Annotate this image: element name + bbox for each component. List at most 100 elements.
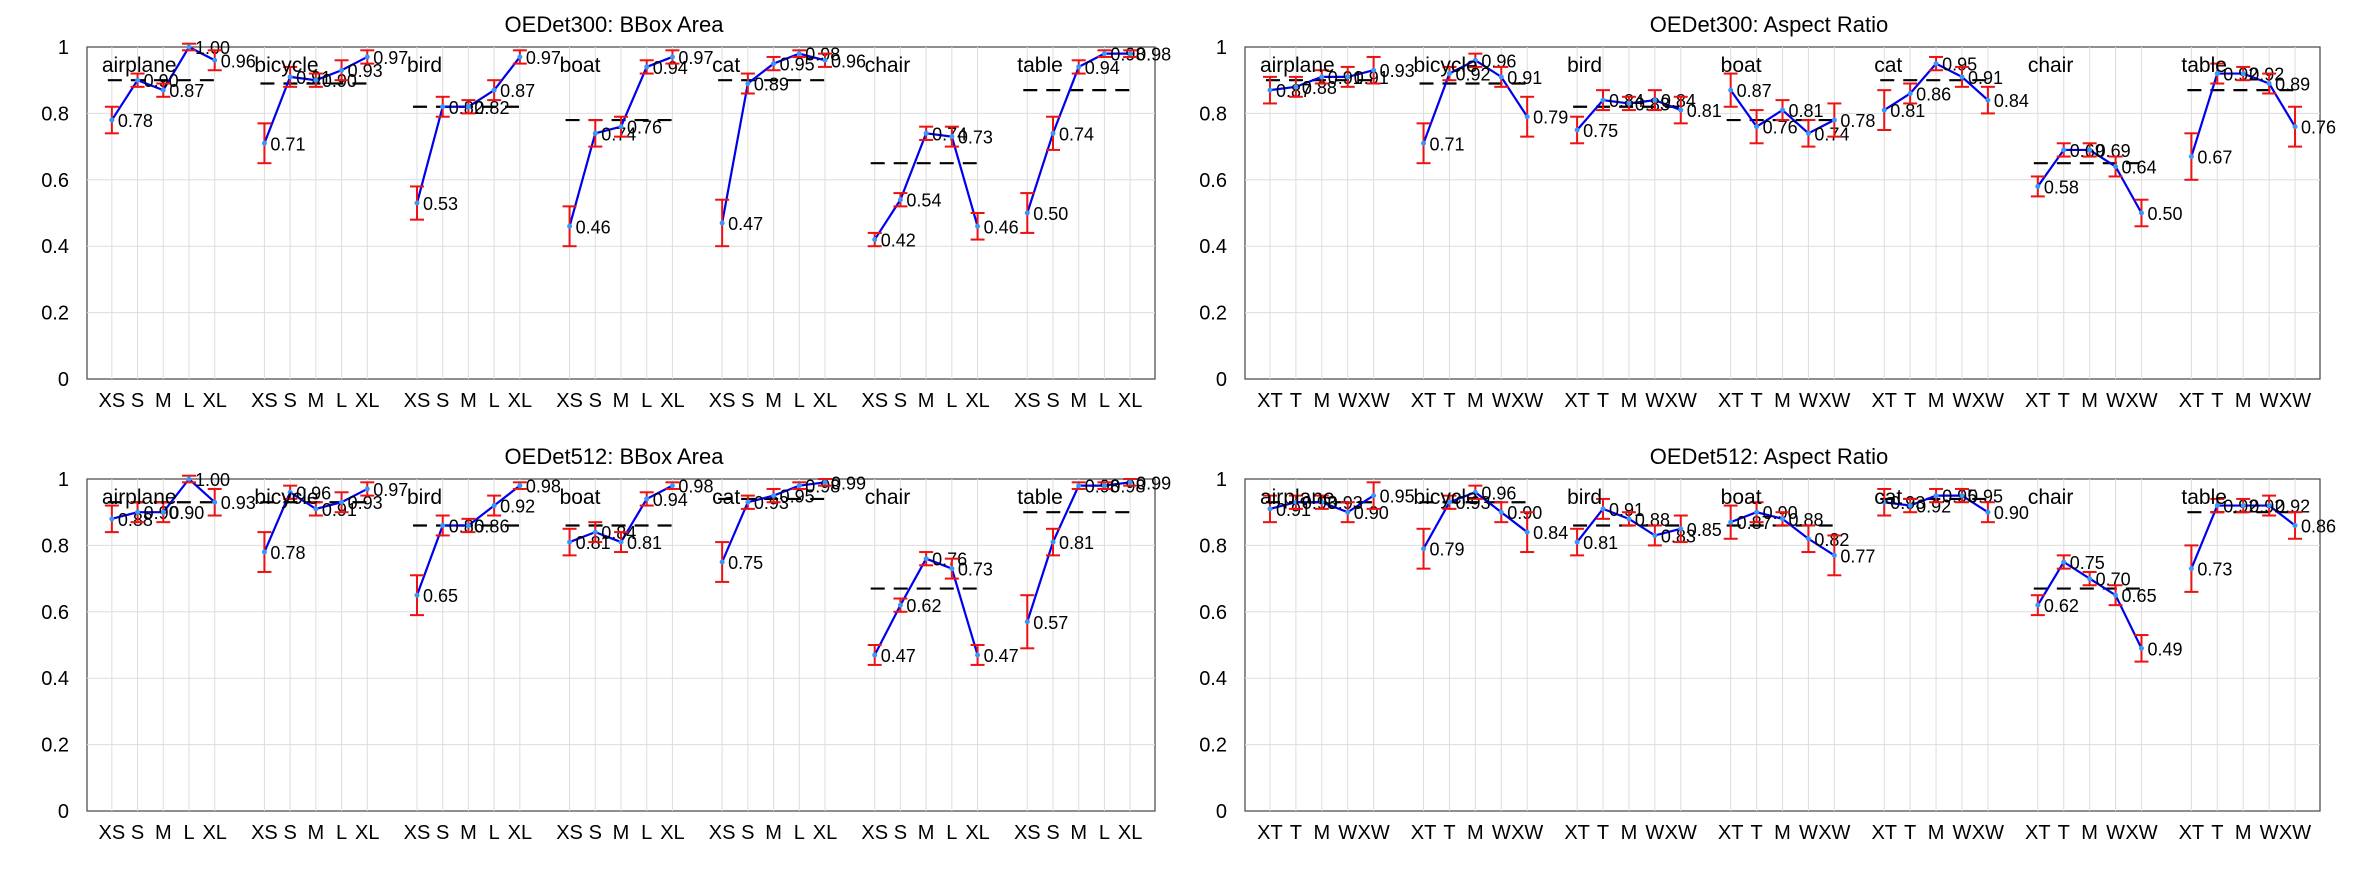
data-point	[1600, 506, 1606, 512]
group-label: table	[1017, 486, 1063, 509]
x-tick-label: XW	[1818, 390, 1850, 412]
data-point	[1421, 140, 1427, 146]
x-tick-label: XS	[1014, 822, 1041, 844]
y-tick-label: 1	[1216, 469, 1227, 491]
x-tick-label: XL	[965, 822, 989, 844]
x-tick-label: M	[1621, 822, 1638, 844]
x-tick-label: T	[1904, 822, 1916, 844]
data-point	[1076, 483, 1082, 489]
data-label: 0.79	[1430, 540, 1465, 560]
data-label: 0.88	[1789, 510, 1824, 530]
data-point	[1421, 546, 1427, 552]
group-label: boat	[1721, 486, 1762, 509]
data-point	[1345, 74, 1351, 80]
data-label: 0.78	[270, 543, 305, 563]
data-point	[719, 220, 725, 226]
data-point	[1293, 499, 1299, 505]
group-label: chair	[865, 54, 911, 77]
data-point	[1024, 619, 1030, 625]
x-tick-label: M	[1313, 390, 1330, 412]
x-tick-label: L	[1099, 822, 1110, 844]
x-tick-label: S	[589, 390, 602, 412]
data-label: 0.92	[2275, 497, 2310, 517]
data-point	[796, 483, 802, 489]
x-tick-label: XT	[1411, 822, 1437, 844]
data-point	[923, 130, 929, 136]
data-point	[592, 130, 598, 136]
x-tick-label: M	[155, 822, 172, 844]
x-tick-label: S	[894, 390, 907, 412]
x-tick-label: XT	[1411, 390, 1437, 412]
group-label: bicycle	[1414, 54, 1478, 77]
group-label: boat	[1721, 54, 1762, 77]
x-tick-label: XW	[1818, 822, 1850, 844]
data-label: 0.79	[1533, 108, 1568, 128]
data-point	[975, 652, 981, 658]
y-tick-label: 0	[58, 801, 69, 823]
data-label: 0.90	[169, 503, 204, 523]
data-label: 0.81	[1059, 533, 1094, 553]
data-point	[160, 87, 166, 93]
x-tick-label: M	[1774, 390, 1791, 412]
data-label: 0.99	[831, 473, 866, 493]
data-label: 0.95	[1942, 55, 1977, 75]
data-label: 0.96	[296, 483, 331, 503]
x-tick-label: M	[765, 822, 782, 844]
data-point	[287, 489, 293, 495]
data-label: 0.58	[2044, 177, 2079, 197]
data-point	[618, 539, 624, 545]
data-point	[491, 87, 497, 93]
y-tick-label: 0.2	[1199, 735, 1227, 757]
data-label: 0.84	[1994, 91, 2029, 111]
data-point	[212, 57, 218, 63]
x-tick-label: W	[2106, 822, 2125, 844]
data-label: 0.74	[1059, 124, 1094, 144]
data-point	[745, 499, 751, 505]
data-label: 0.67	[2197, 148, 2232, 168]
x-tick-label: XS	[1014, 390, 1041, 412]
data-point	[1881, 107, 1887, 113]
x-tick-label: XL	[813, 390, 837, 412]
x-tick-label: L	[794, 390, 805, 412]
data-label: 0.90	[1994, 503, 2029, 523]
x-tick-label: XL	[355, 822, 379, 844]
data-point	[2188, 566, 2194, 572]
x-tick-label: L	[641, 822, 652, 844]
y-tick-label: 0.6	[41, 170, 69, 192]
data-label: 0.97	[373, 480, 408, 500]
data-label: 0.98	[1136, 45, 1171, 65]
x-tick-label: XW	[1972, 822, 2004, 844]
data-label: 0.47	[881, 646, 916, 666]
data-point	[796, 51, 802, 57]
x-tick-label: XW	[2279, 822, 2311, 844]
x-tick-label: XT	[1564, 822, 1590, 844]
data-point	[1780, 107, 1785, 113]
data-label: 0.89	[2275, 75, 2310, 95]
series-group-bicycle: 0.78 0.960.910.930.97 bicycle	[254, 480, 408, 573]
group-label: boat	[560, 54, 601, 77]
y-tick-label: 0.6	[41, 602, 69, 624]
data-point	[822, 57, 828, 63]
x-tick-label: W	[1645, 390, 1664, 412]
x-tick-label: XL	[1118, 390, 1142, 412]
x-tick-label: M	[460, 822, 477, 844]
data-point	[1831, 117, 1837, 123]
x-tick-label: XS	[99, 822, 126, 844]
data-label: 0.86	[1916, 84, 1951, 104]
data-point	[567, 539, 573, 545]
x-tick-label: S	[1046, 822, 1059, 844]
x-tick-label: W	[2260, 390, 2279, 412]
x-tick-label: XL	[202, 390, 226, 412]
data-point	[1446, 499, 1452, 505]
data-label: 0.86	[474, 516, 509, 536]
x-tick-label: M	[308, 822, 325, 844]
data-label: 0.95	[1380, 487, 1415, 507]
y-tick-label: 0	[58, 369, 69, 391]
